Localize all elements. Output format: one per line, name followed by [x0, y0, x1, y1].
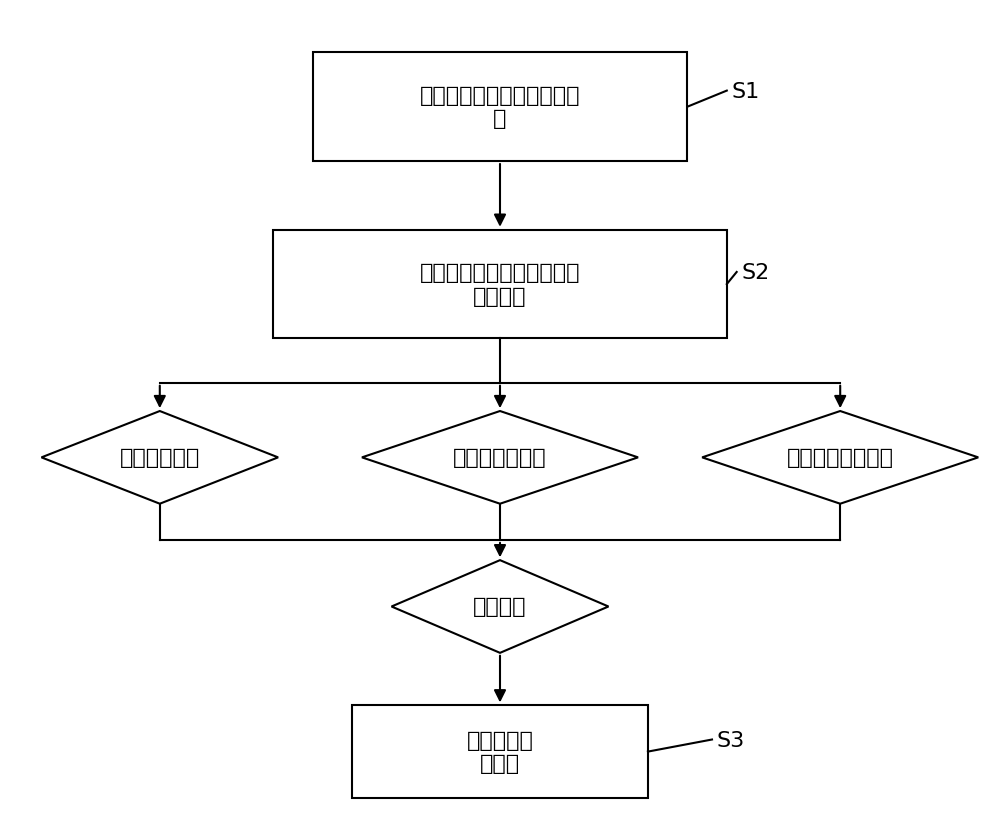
- Text: S2: S2: [742, 263, 770, 283]
- Polygon shape: [702, 411, 978, 505]
- Polygon shape: [392, 560, 608, 653]
- Text: 目标不规则性特征: 目标不规则性特征: [787, 448, 894, 468]
- Text: 目标扩散性特征: 目标扩散性特征: [453, 448, 547, 468]
- Polygon shape: [41, 411, 278, 505]
- Text: 病似团雾: 病似团雾: [473, 597, 527, 617]
- Bar: [273, 230, 727, 339]
- Text: 图像灰度特征: 图像灰度特征: [120, 448, 200, 468]
- Bar: [352, 705, 648, 798]
- Text: 发布团雾预
警信息: 发布团雾预 警信息: [467, 730, 533, 773]
- Polygon shape: [362, 411, 638, 505]
- Text: S3: S3: [717, 730, 745, 749]
- Text: 采集视频图像，提取运动目
标: 采集视频图像，提取运动目 标: [420, 86, 580, 129]
- Text: 识别运动目标的特征判断是
否为团雾: 识别运动目标的特征判断是 否为团雾: [420, 263, 580, 306]
- Text: S1: S1: [732, 81, 760, 102]
- Bar: [313, 53, 687, 162]
